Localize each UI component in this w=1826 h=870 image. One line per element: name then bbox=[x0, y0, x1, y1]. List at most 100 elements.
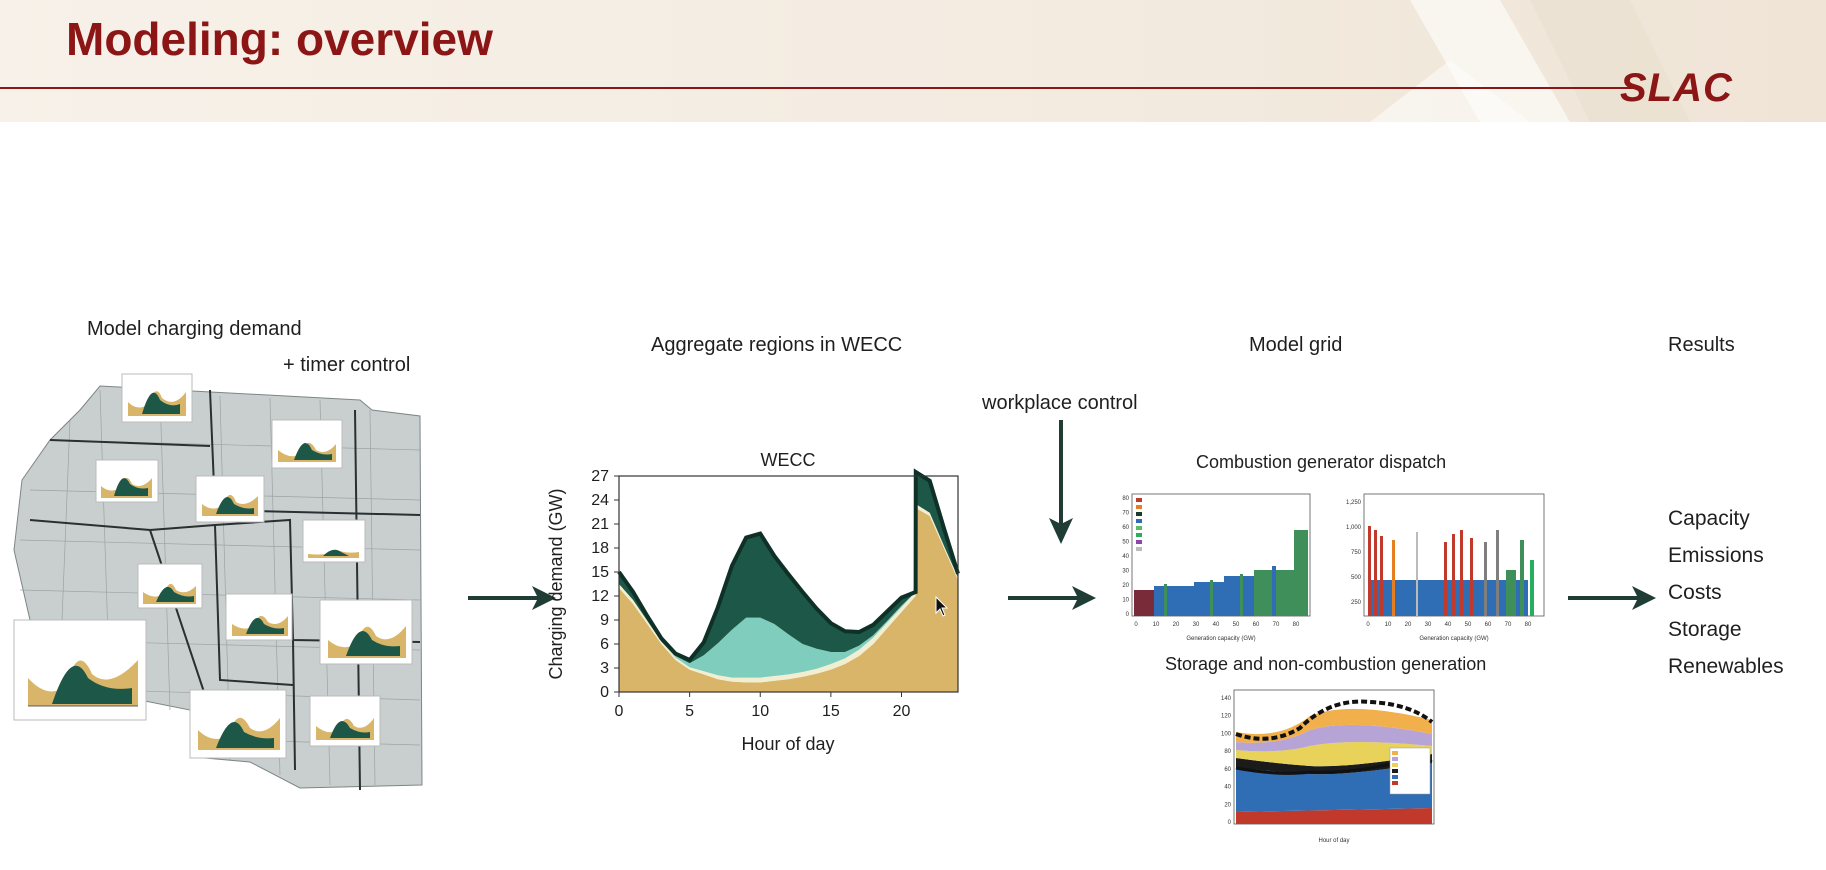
model-grid-label: Model grid bbox=[1249, 334, 1343, 356]
y-tick-label: 40 bbox=[1224, 785, 1231, 791]
combustion-cost-chart: 0 10 20 30 40 50 60 70 80 0 10 20 30 40 50 60 70 80 Gene… bbox=[1122, 493, 1311, 642]
x-axis-label: Hour of day bbox=[1318, 838, 1349, 844]
arrow-right-icon bbox=[468, 586, 556, 610]
timer-control-label: + timer control bbox=[283, 354, 411, 376]
x-tick-label: 50 bbox=[1233, 622, 1240, 628]
mini-chart bbox=[309, 695, 381, 747]
x-tick-label: 60 bbox=[1253, 622, 1260, 628]
storage-noncombustion-label: Storage and non-combustion generation bbox=[1165, 654, 1487, 674]
mini-chart bbox=[13, 619, 147, 721]
y-tick-label: 18 bbox=[591, 540, 609, 557]
total-demand-line bbox=[617, 468, 960, 663]
dispatch-bars bbox=[1134, 530, 1308, 616]
y-tick-label: 80 bbox=[1224, 749, 1231, 755]
results-label: Results bbox=[1668, 334, 1735, 356]
y-tick-label: 750 bbox=[1351, 550, 1362, 556]
arrow-right-icon bbox=[1568, 586, 1656, 610]
y-tick-label: 250 bbox=[1351, 600, 1362, 606]
y-axis-ticks: 250 500 750 1,000 1,250 bbox=[1346, 500, 1362, 606]
chart-areas bbox=[617, 468, 960, 692]
x-tick-label: 5 bbox=[685, 703, 694, 720]
mini-chart bbox=[302, 519, 366, 563]
y-tick-label: 30 bbox=[1122, 569, 1129, 575]
x-tick-label: 70 bbox=[1273, 622, 1280, 628]
mouse-cursor-icon bbox=[935, 595, 949, 617]
x-tick-label: 20 bbox=[1173, 622, 1180, 628]
y-tick-label: 60 bbox=[1224, 767, 1231, 773]
slac-logo: SLAC bbox=[1620, 66, 1733, 110]
model-charging-demand-label: Model charging demand bbox=[87, 318, 302, 340]
mini-chart bbox=[137, 563, 203, 609]
x-tick-label: 80 bbox=[1525, 622, 1532, 628]
y-tick-label: 10 bbox=[1122, 598, 1129, 604]
mini-chart bbox=[225, 593, 293, 641]
x-tick-label: 10 bbox=[1385, 622, 1392, 628]
arrow-down-icon bbox=[1049, 420, 1073, 544]
x-tick-label: 0 bbox=[1134, 622, 1138, 628]
y-axis-ticks: 0 3 6 9 12 15 18 21 24 27 bbox=[591, 468, 619, 701]
area-series-2 bbox=[619, 504, 958, 678]
wecc-region-map bbox=[13, 373, 423, 791]
y-tick-label: 0 bbox=[600, 684, 609, 701]
mini-chart bbox=[189, 689, 287, 759]
y-tick-label: 100 bbox=[1221, 731, 1232, 737]
result-item: Costs bbox=[1668, 581, 1722, 604]
slide-title: Modeling: overview bbox=[66, 13, 493, 65]
x-tick-label: 20 bbox=[893, 703, 911, 720]
y-tick-label: 0 bbox=[1126, 612, 1130, 618]
area-series-0 bbox=[619, 508, 958, 692]
x-tick-label: 30 bbox=[1425, 622, 1432, 628]
y-tick-label: 6 bbox=[600, 636, 609, 653]
y-axis-ticks: 0 20 40 60 80 100 120 140 bbox=[1221, 696, 1232, 826]
y-tick-label: 1,000 bbox=[1346, 525, 1362, 531]
mini-chart bbox=[271, 419, 343, 469]
mini-chart bbox=[95, 459, 159, 503]
y-axis-label: Charging demand (GW) bbox=[546, 488, 566, 679]
x-axis-label: Generation capacity (GW) bbox=[1186, 636, 1255, 642]
x-tick-label: 60 bbox=[1485, 622, 1492, 628]
title-rule bbox=[0, 87, 1640, 89]
y-tick-label: 27 bbox=[591, 468, 609, 485]
x-axis-ticks: 0 10 20 30 40 50 60 70 80 bbox=[1134, 622, 1300, 628]
plot-frame bbox=[618, 475, 959, 693]
region-mini-charts bbox=[13, 373, 413, 759]
x-tick-label: 0 bbox=[615, 703, 624, 720]
x-tick-label: 0 bbox=[1366, 622, 1370, 628]
area-series-1 bbox=[619, 504, 958, 683]
mini-chart bbox=[319, 599, 413, 665]
y-tick-label: 70 bbox=[1122, 511, 1129, 517]
arrow-right-icon bbox=[1008, 586, 1096, 610]
x-axis-ticks: 0 10 20 30 40 50 60 70 80 bbox=[1366, 622, 1532, 628]
combustion-dispatch-label: Combustion generator dispatch bbox=[1196, 452, 1447, 472]
x-tick-label: 70 bbox=[1505, 622, 1512, 628]
y-tick-label: 40 bbox=[1122, 554, 1129, 560]
x-axis-label: Hour of day bbox=[741, 734, 834, 754]
x-tick-label: 40 bbox=[1445, 622, 1452, 628]
x-axis-ticks: 0 5 10 15 20 bbox=[615, 692, 911, 720]
result-item: Capacity bbox=[1668, 507, 1750, 530]
workplace-control-label: workplace control bbox=[982, 392, 1138, 414]
x-tick-label: 10 bbox=[751, 703, 769, 720]
y-tick-label: 3 bbox=[600, 660, 609, 677]
mini-chart bbox=[121, 373, 193, 423]
y-tick-label: 120 bbox=[1221, 714, 1232, 720]
x-axis-label: Generation capacity (GW) bbox=[1419, 636, 1488, 642]
combustion-emissions-chart: 0 10 20 30 40 50 60 70 80 250 500 750 1,000 1,250 Ge… bbox=[1346, 493, 1545, 642]
x-tick-label: 20 bbox=[1405, 622, 1412, 628]
y-tick-label: 9 bbox=[600, 612, 609, 629]
y-tick-label: 60 bbox=[1122, 525, 1129, 531]
header-decoration bbox=[1370, 0, 1690, 122]
legend bbox=[1136, 498, 1142, 551]
aggregate-regions-label: Aggregate regions in WECC bbox=[651, 334, 903, 356]
x-tick-label: 50 bbox=[1465, 622, 1472, 628]
y-tick-label: 15 bbox=[591, 564, 609, 581]
result-item: Emissions bbox=[1668, 544, 1764, 567]
x-tick-label: 15 bbox=[822, 703, 840, 720]
y-tick-label: 140 bbox=[1221, 696, 1232, 702]
y-tick-label: 0 bbox=[1228, 820, 1232, 826]
results-list: Capacity Emissions Costs Storage Renewables bbox=[1668, 500, 1784, 685]
mini-chart bbox=[195, 475, 265, 523]
result-item: Renewables bbox=[1668, 655, 1784, 678]
emissions-bars bbox=[1368, 526, 1534, 616]
y-tick-label: 80 bbox=[1122, 496, 1129, 502]
